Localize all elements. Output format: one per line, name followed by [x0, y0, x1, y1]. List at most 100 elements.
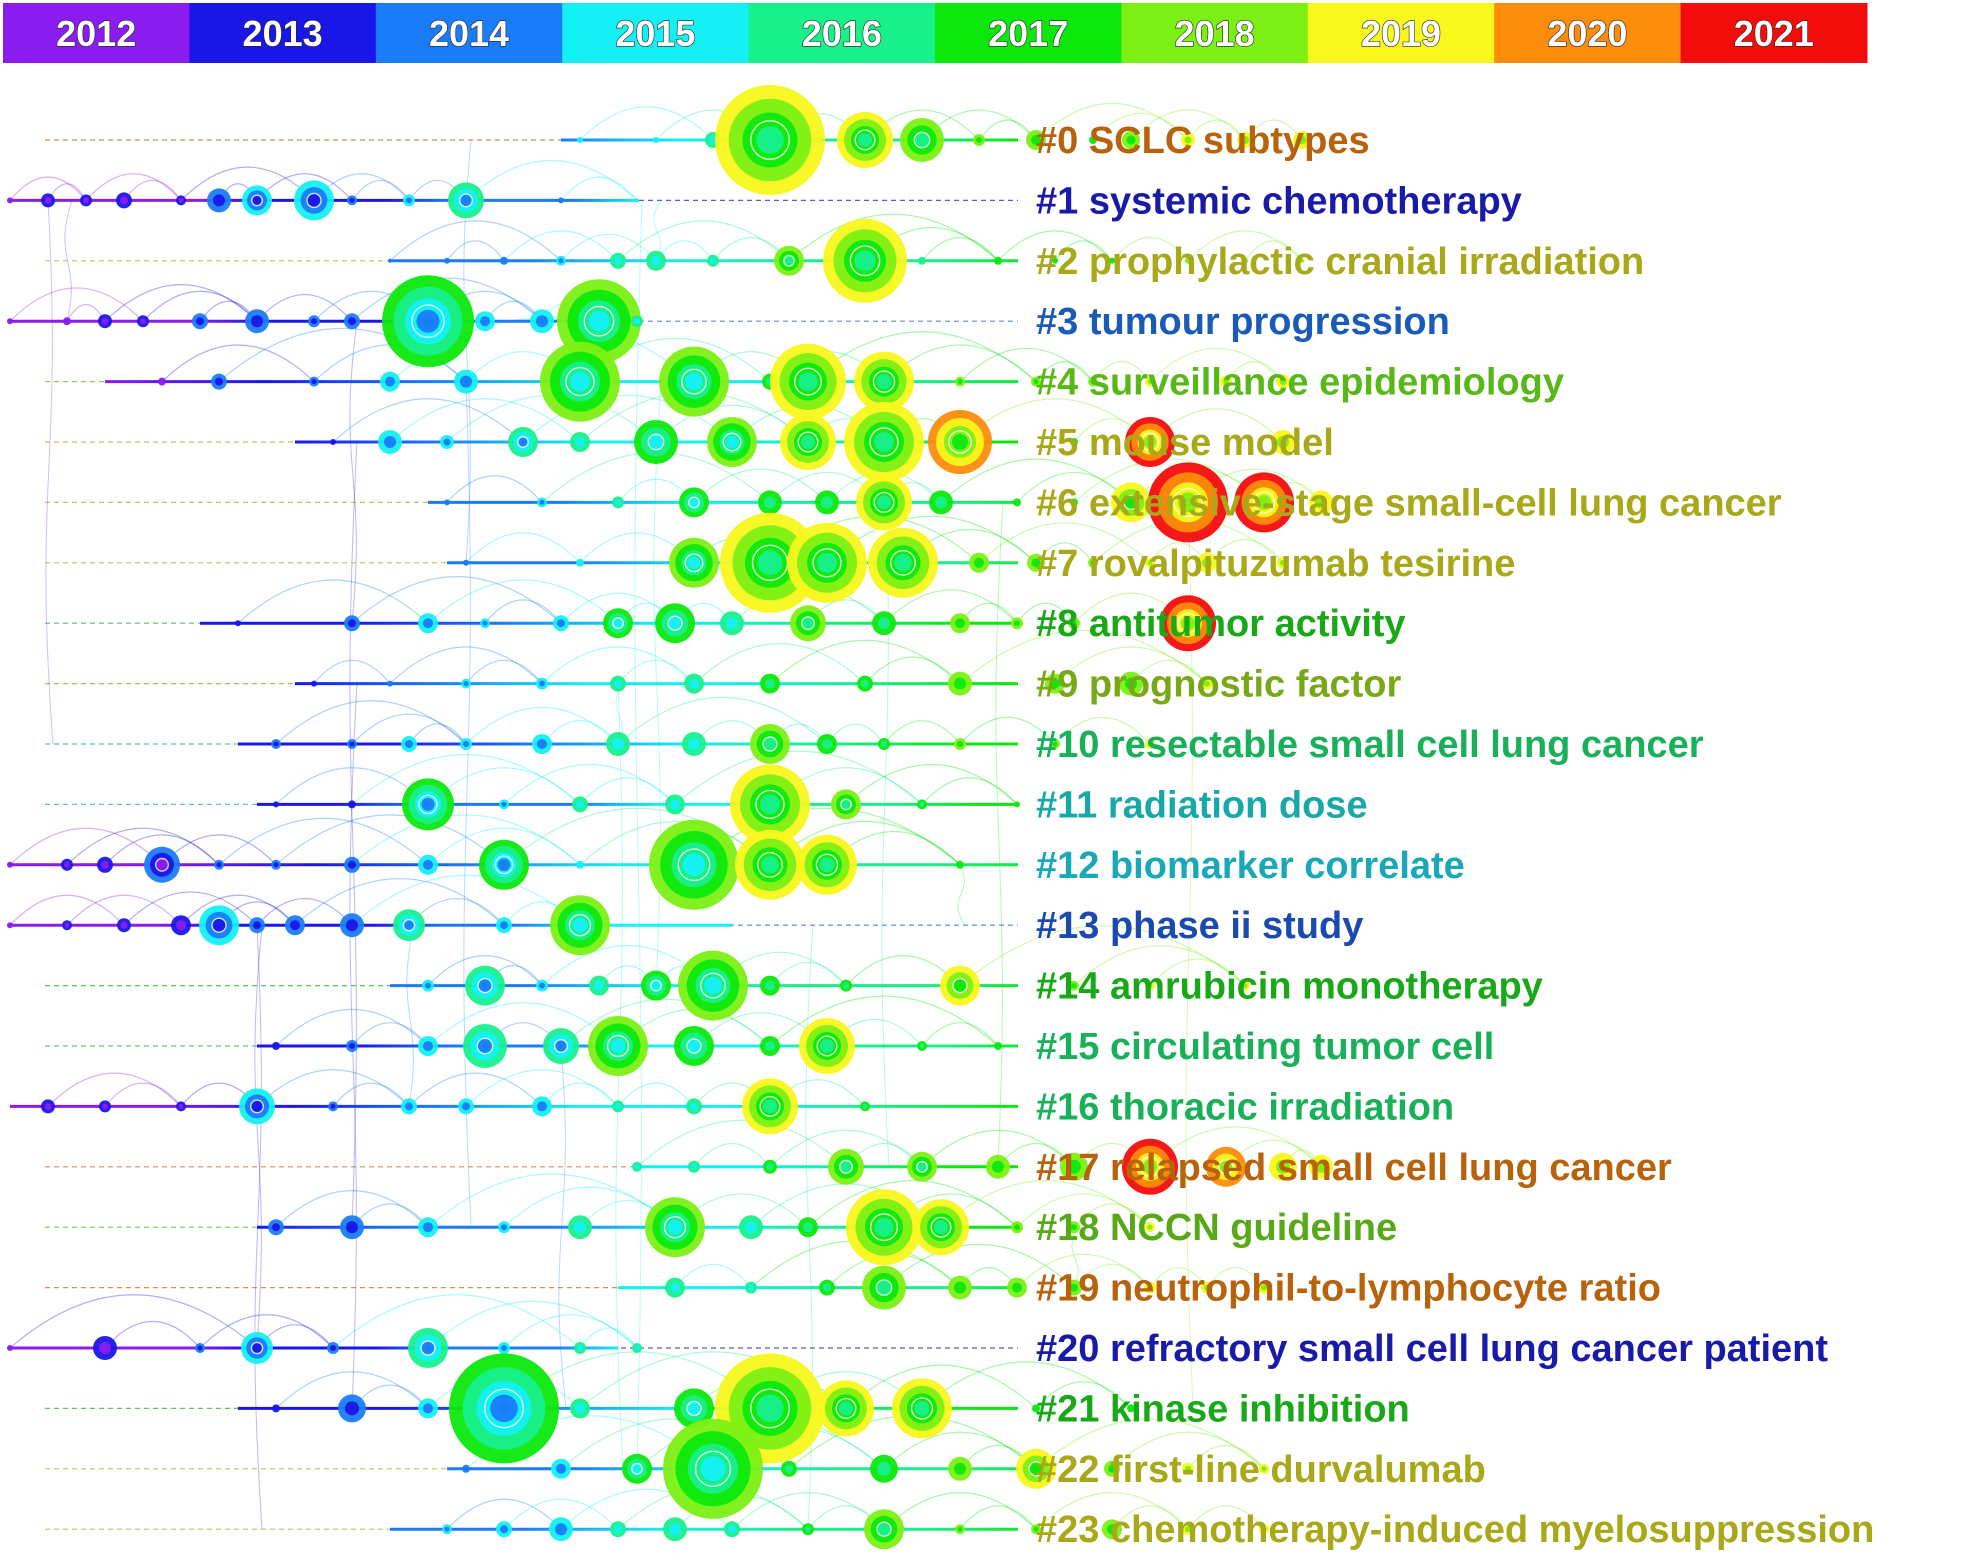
node-0-4	[837, 112, 893, 168]
node-2-14	[1242, 257, 1248, 264]
node-2-2	[500, 256, 508, 265]
node-3-2	[98, 314, 112, 329]
citation-arc	[275, 1371, 429, 1409]
citation-arc	[465, 532, 581, 564]
node-1-6	[242, 185, 272, 216]
citation-arc	[845, 1364, 1037, 1409]
cross-cluster-link	[634, 200, 643, 1469]
node-1-0	[7, 197, 13, 204]
node-4-4	[454, 369, 478, 394]
node-12-10	[649, 819, 739, 910]
citation-arc	[731, 1492, 885, 1530]
node-12-13	[956, 860, 964, 869]
node-4-3	[380, 371, 400, 392]
node-7-9	[1145, 557, 1155, 568]
citation-arc	[1244, 240, 1303, 262]
citation-arc	[275, 700, 467, 745]
citation-arc	[693, 468, 828, 503]
citation-arc	[465, 659, 543, 684]
node-16-10	[742, 1078, 798, 1135]
node-16-5	[401, 1098, 417, 1115]
citation-arc	[1073, 458, 1265, 503]
node-22-0	[462, 1464, 470, 1473]
citation-arc	[427, 827, 581, 866]
cross-cluster-link	[1071, 1226, 1080, 1288]
node-10-3	[460, 738, 472, 750]
node-9-6	[760, 673, 780, 694]
node-3-0	[7, 318, 13, 325]
node-4-14	[1220, 375, 1232, 388]
cluster-label-14: #14 amrubicin monotherapy	[1036, 966, 1543, 1008]
citation-arc	[85, 173, 182, 201]
node-8-13	[1160, 595, 1216, 652]
cluster-label-12: #12 biomarker correlate	[1036, 845, 1465, 887]
node-10-9	[878, 738, 890, 750]
node-13-9	[496, 917, 512, 934]
node-23-9	[1031, 1524, 1041, 1535]
node-11-4	[572, 796, 588, 813]
citation-arc	[1054, 646, 1208, 685]
citation-arc	[256, 897, 353, 926]
node-22-8	[1104, 1460, 1120, 1477]
node-4-12	[1088, 376, 1098, 387]
citation-arc	[503, 807, 771, 866]
node-15-10	[994, 1042, 1002, 1050]
node-2-11	[1052, 257, 1058, 264]
citation-arc	[389, 220, 562, 262]
year-label-2020: 2020	[1547, 13, 1627, 54]
citation-arc	[351, 713, 467, 745]
node-23-3	[610, 1521, 626, 1538]
node-7-1	[576, 558, 584, 567]
citation-arc	[940, 1180, 1151, 1228]
citation-arc	[332, 1294, 581, 1349]
citation-arc	[617, 696, 828, 745]
year-band-2015	[562, 3, 750, 63]
cluster-label-13: #13 phase ii study	[1036, 905, 1363, 947]
node-17-0	[632, 1161, 642, 1172]
node-15-2	[418, 1036, 438, 1056]
node-21-5	[674, 1388, 714, 1429]
cluster-label-20: #20 refractory small cell lung cancer pa…	[1036, 1328, 1828, 1370]
year-label-2017: 2017	[988, 13, 1068, 54]
citation-arc	[1073, 1263, 1151, 1288]
citation-arc	[1092, 361, 1151, 382]
node-19-5	[1007, 1277, 1027, 1298]
cluster-label-22: #22 first-line durvalumab	[1036, 1449, 1486, 1491]
node-10-2	[401, 736, 417, 752]
citation-arc	[693, 1143, 771, 1168]
node-8-5	[603, 608, 633, 639]
citation-arc	[256, 1069, 410, 1107]
citation-arc	[788, 213, 999, 262]
node-22-10	[1259, 1463, 1269, 1474]
node-8-10	[950, 613, 970, 634]
node-21-10	[1127, 1404, 1135, 1413]
node-18-6	[739, 1215, 763, 1240]
node-16-0	[41, 1099, 55, 1114]
cluster-label-21: #21 kinase inhibition	[1036, 1388, 1410, 1430]
citation-arc	[465, 160, 638, 201]
node-8-3	[480, 618, 490, 629]
citation-arc	[1035, 542, 1094, 564]
citation-arc	[351, 277, 543, 322]
node-3-10	[530, 309, 554, 334]
node-13-7	[340, 913, 364, 938]
node-7-0	[463, 559, 469, 566]
citation-arc	[579, 777, 676, 805]
node-17-1	[688, 1160, 700, 1173]
node-8-4	[553, 615, 569, 632]
node-11-5	[665, 794, 685, 815]
node-2-8	[823, 218, 907, 303]
node-3-6	[308, 315, 320, 328]
node-18-4	[568, 1215, 592, 1240]
citation-arc	[446, 240, 505, 262]
node-20-6	[498, 1342, 510, 1354]
citation-arc	[617, 1082, 695, 1107]
citation-arc	[769, 961, 847, 986]
citation-arc	[1149, 1267, 1208, 1288]
node-18-12	[1145, 1222, 1155, 1233]
node-4-10	[955, 376, 965, 387]
citation-arc	[161, 344, 315, 383]
node-6-9	[1070, 498, 1078, 507]
citation-arc	[1244, 119, 1303, 141]
node-8-9	[872, 611, 896, 636]
